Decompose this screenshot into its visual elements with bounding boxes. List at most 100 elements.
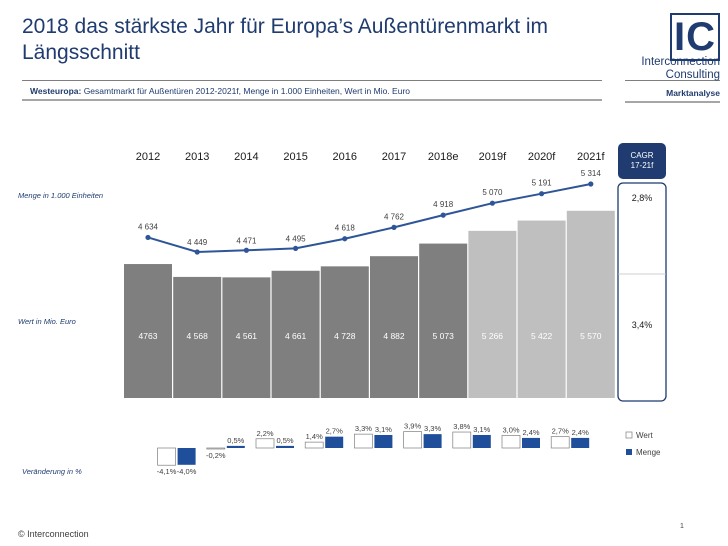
- wert-value-label: 5 073: [433, 331, 455, 341]
- menge-value-label: 4 634: [138, 222, 159, 231]
- subtitle-description: Gesamtmarkt für Außentüren 2012-2021f, M…: [81, 86, 411, 96]
- change-menge-label: 0,5%: [276, 436, 293, 445]
- year-label: 2021f: [577, 151, 605, 163]
- change-wert-bar: [354, 433, 373, 449]
- change-wert-bar: [550, 436, 570, 449]
- wert-bar: [271, 270, 320, 398]
- header-divider: [22, 80, 602, 81]
- change-wert-label: -4,1%: [157, 467, 177, 476]
- logo-name-line2: Consulting: [665, 69, 720, 81]
- menge-point: [489, 200, 495, 206]
- menge-value-label: 4 762: [384, 212, 405, 221]
- wert-value-label: 5 266: [482, 331, 504, 341]
- wert-value-label: 4 568: [187, 331, 209, 341]
- change-wert-bar: [501, 435, 521, 449]
- header-divider-right: [625, 80, 720, 81]
- menge-value-label: 5 314: [581, 169, 602, 178]
- menge-point: [194, 249, 200, 255]
- change-menge-bar: [472, 434, 491, 448]
- change-wert-label: 3,3%: [355, 424, 372, 433]
- wert-value-label: 5 570: [580, 331, 602, 341]
- wert-bar: [468, 230, 517, 398]
- legend-menge-label: Menge: [636, 448, 661, 457]
- footer-copyright: © Interconnection: [18, 529, 89, 539]
- change-wert-label: -0,2%: [206, 451, 226, 460]
- wert-bar: [370, 256, 418, 398]
- change-menge-label: 3,3%: [424, 424, 441, 433]
- change-menge-label: 2,7%: [326, 427, 343, 436]
- legend-wert-label: Wert: [636, 431, 654, 440]
- change-wert-label: 2,7%: [552, 427, 569, 436]
- wert-value-label: 4763: [139, 331, 158, 341]
- change-menge-label: -4,0%: [177, 467, 197, 476]
- section-label: Marktanalyse: [666, 88, 720, 98]
- wert-bar: [124, 264, 172, 398]
- cagr-header-box: [618, 143, 666, 179]
- year-label: 2012: [136, 151, 160, 163]
- menge-axis-label: Menge in 1.000 Einheiten: [18, 191, 103, 200]
- market-chart: 2012 2013 2014 2015 2016 2017 2018e 2019f 2020f 2…: [18, 143, 667, 476]
- wert-value-label: 5 422: [531, 331, 553, 341]
- year-label: 2013: [185, 151, 209, 163]
- wert-value-label: 4 661: [285, 331, 307, 341]
- year-label: 2015: [283, 151, 307, 163]
- change-axis-label: Veränderung in %: [22, 467, 82, 476]
- cagr-header-line1: CAGR: [630, 151, 653, 160]
- logo-name-line1: Interconnection: [641, 56, 720, 68]
- change-wert-label: 1,4%: [306, 432, 323, 441]
- change-wert-label: 3,8%: [453, 422, 470, 431]
- wert-value-label: 4 561: [236, 331, 258, 341]
- menge-value-label: 4 495: [286, 234, 307, 243]
- change-menge-bar: [276, 445, 294, 448]
- change-menge-bar: [374, 434, 393, 448]
- page-number: 1: [680, 523, 684, 530]
- wert-value-label: 4 728: [334, 331, 356, 341]
- year-label: 2016: [333, 151, 357, 163]
- menge-point: [145, 234, 151, 241]
- legend-menge-swatch: [626, 449, 632, 455]
- change-wert-label: 3,0%: [502, 425, 519, 434]
- menge-value-label: 5 191: [532, 179, 553, 188]
- cagr-header-line2: 17-21f: [631, 161, 654, 170]
- change-wert-bar: [403, 431, 422, 449]
- year-label: 2019f: [479, 151, 507, 163]
- change-wert-label: 2,2%: [256, 429, 273, 438]
- company-logo: IC Interconnection Consulting: [620, 13, 720, 81]
- change-wert-label: 3,9%: [404, 422, 421, 431]
- change-wert-bar: [206, 447, 226, 450]
- change-menge-label: 0,5%: [227, 436, 244, 445]
- menge-value-label: 4 471: [236, 236, 257, 245]
- cagr-values-box: [617, 182, 667, 402]
- menge-point: [243, 247, 249, 253]
- cagr-wert-value: 3,4%: [632, 320, 653, 330]
- wert-bar: [517, 220, 566, 398]
- change-menge-label: 3,1%: [375, 425, 392, 434]
- menge-point: [293, 245, 299, 251]
- change-menge-bar: [226, 445, 245, 448]
- subtitle-divider: [22, 99, 602, 101]
- change-menge-bar: [423, 434, 442, 448]
- cagr-menge-value: 2,8%: [632, 193, 653, 203]
- wert-axis-label: Wert in Mio. Euro: [18, 317, 76, 326]
- subtitle: Westeuropa: Gesamtmarkt für Außentüren 2…: [30, 86, 410, 96]
- menge-value-label: 5 070: [482, 188, 503, 197]
- change-menge-bar: [177, 448, 196, 465]
- legend-wert-swatch: [625, 431, 633, 439]
- year-label: 2018e: [428, 151, 459, 163]
- menge-point: [539, 191, 545, 197]
- menge-value-label: 4 449: [187, 238, 208, 247]
- year-label: 2014: [234, 151, 258, 163]
- menge-line: [147, 183, 591, 254]
- change-wert-bar: [157, 447, 176, 466]
- change-menge-bar: [571, 437, 590, 448]
- change-menge-bar: [522, 437, 540, 448]
- wert-bar: [320, 266, 369, 398]
- menge-point: [342, 236, 348, 242]
- menge-value-label: 4 918: [433, 200, 454, 209]
- subtitle-region: Westeuropa:: [30, 86, 82, 96]
- change-wert-bar: [452, 431, 472, 449]
- change-menge-label: 3,1%: [473, 425, 490, 434]
- change-wert-bar: [304, 441, 324, 449]
- change-menge-label: 2,4%: [572, 428, 589, 437]
- change-menge-label: 2,4%: [522, 428, 539, 437]
